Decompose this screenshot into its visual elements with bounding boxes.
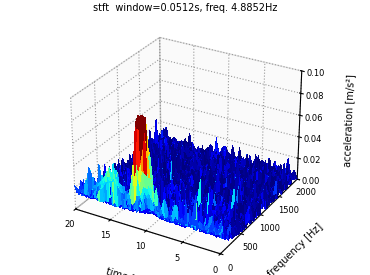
Title: stft  window=0.0512s, freq. 4.8852Hz: stft window=0.0512s, freq. 4.8852Hz xyxy=(93,3,277,13)
X-axis label: time [s]: time [s] xyxy=(105,265,145,275)
Y-axis label: frequency [Hz]: frequency [Hz] xyxy=(266,222,324,275)
